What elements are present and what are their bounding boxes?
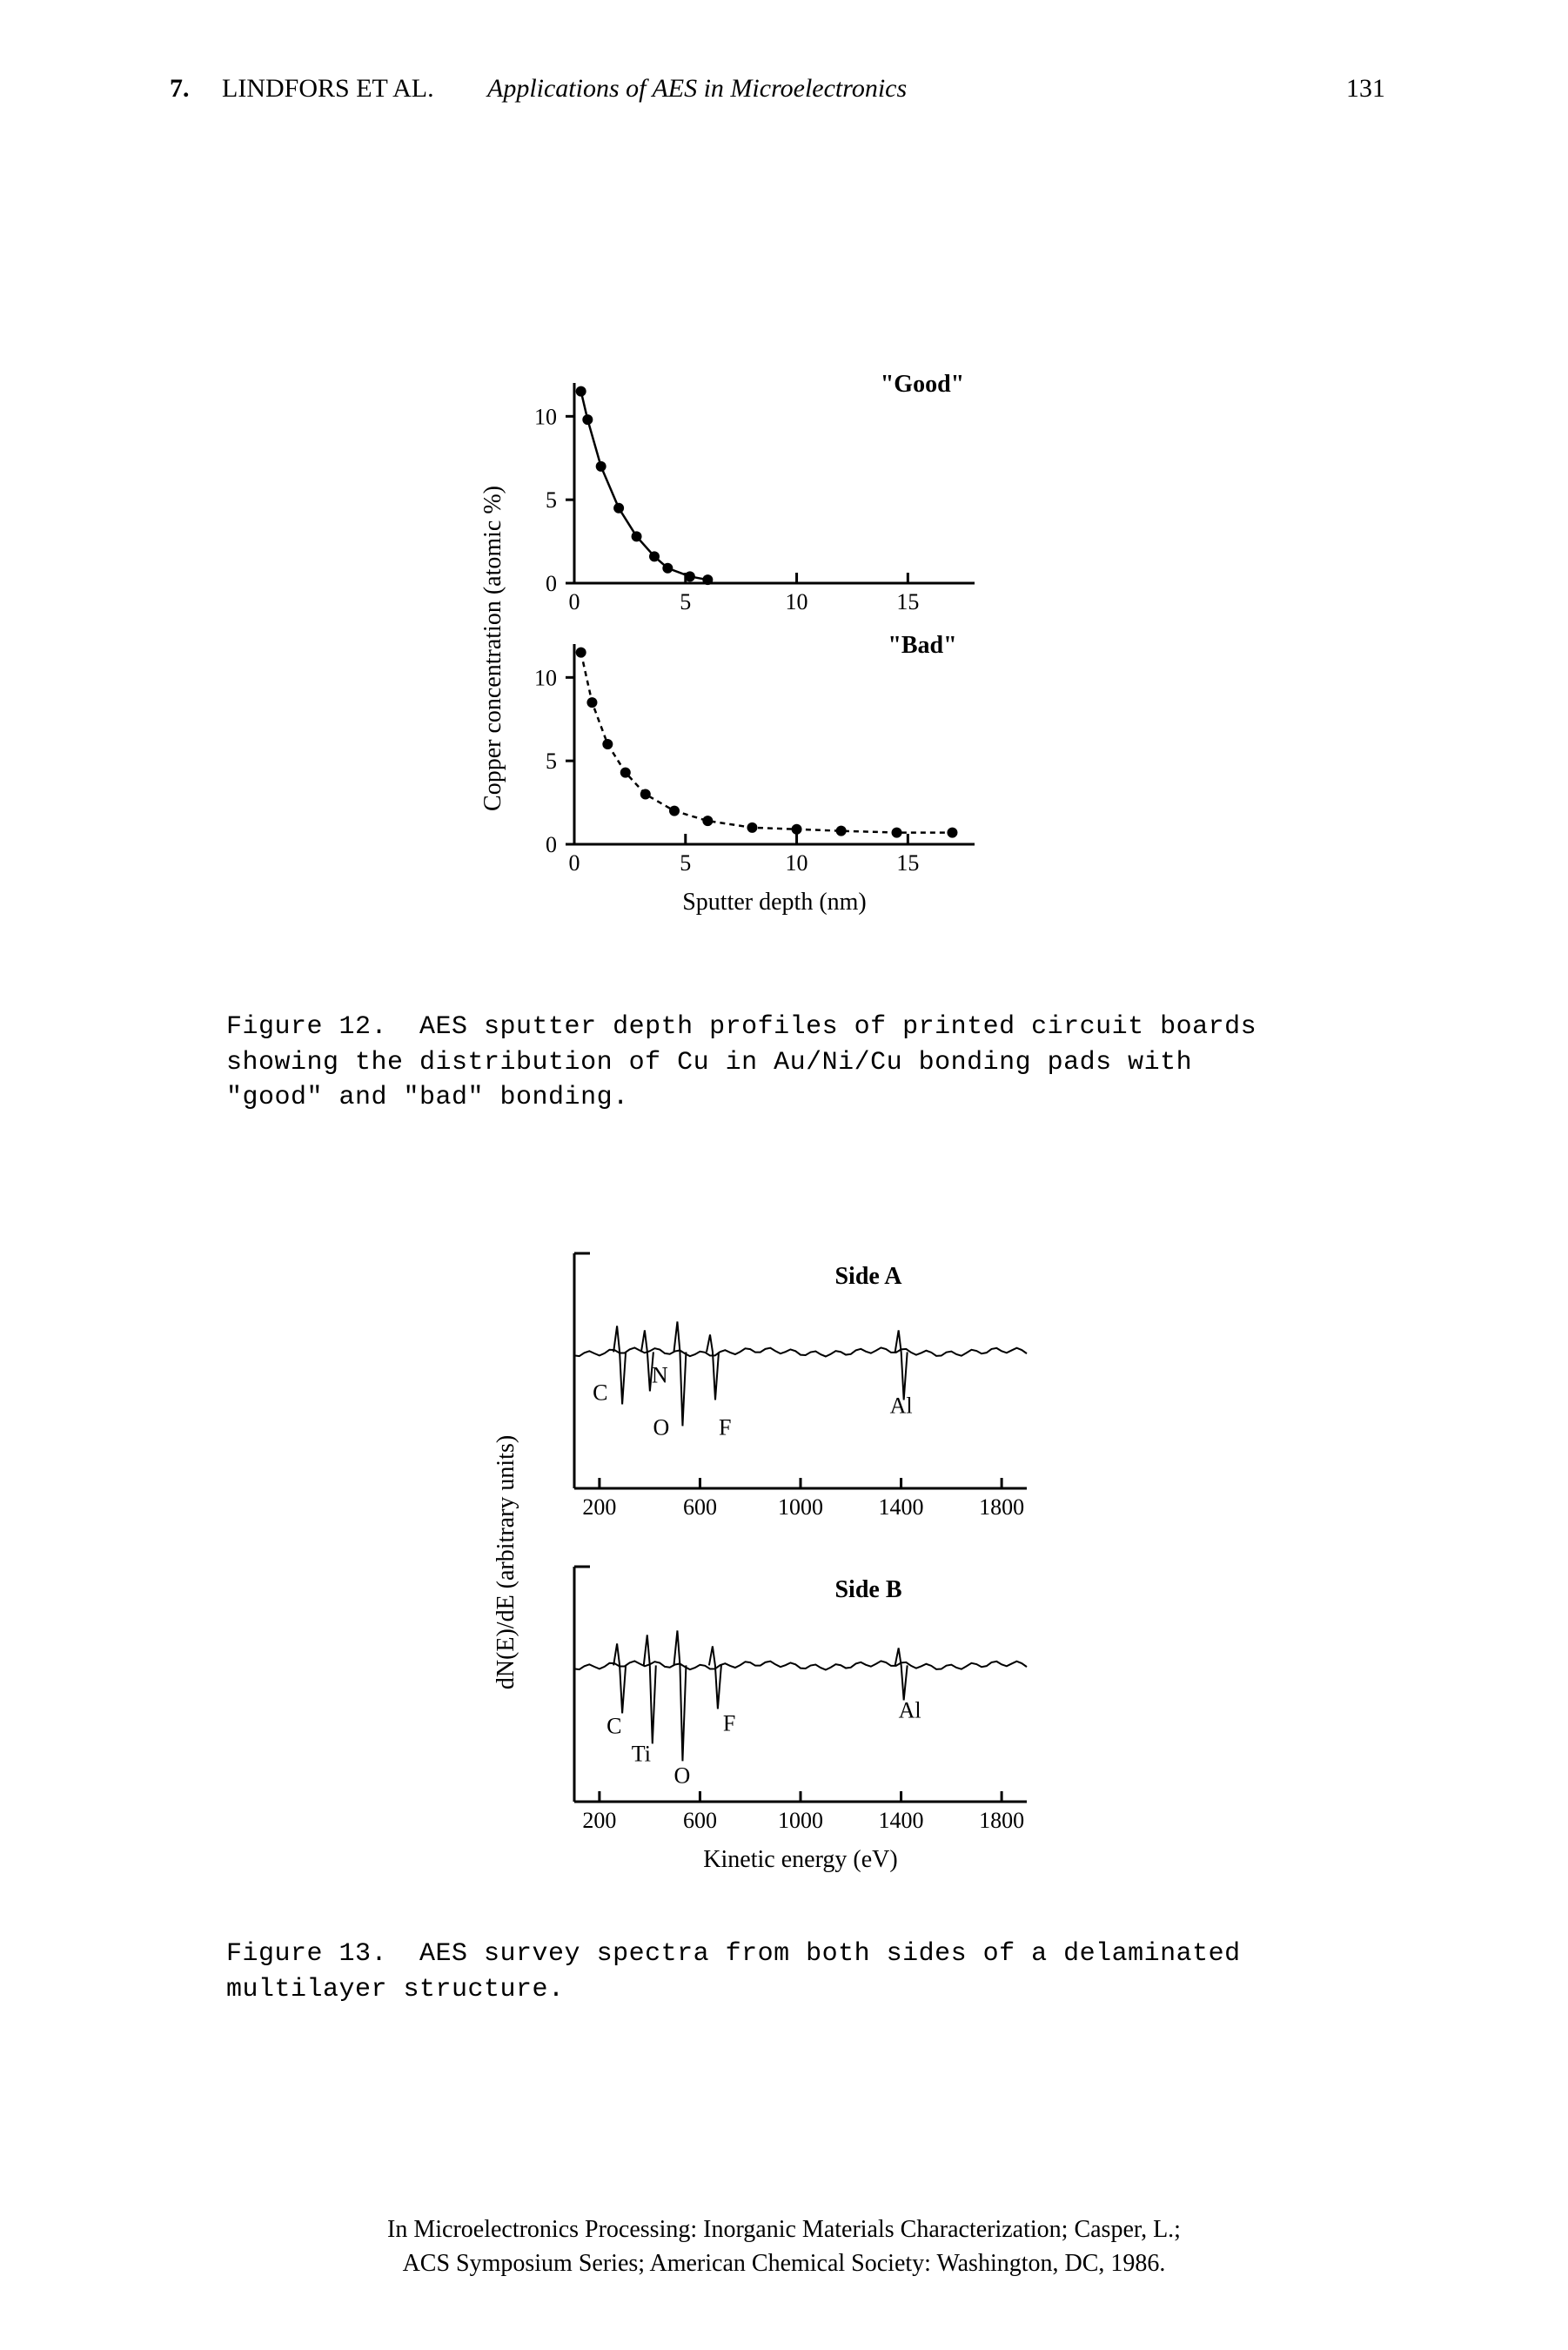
footer: In Microelectronics Processing: Inorgani… [0,2212,1568,2280]
svg-text:600: 600 [683,1494,717,1520]
page-number: 131 [1346,74,1385,104]
svg-text:Ti: Ti [632,1741,651,1766]
footer-line-1: In Microelectronics Processing: Inorgani… [0,2212,1568,2246]
figure-13: 200 600 1000 1400 1800 Side A C N O F Al 200 600 1000… [226,1219,1183,1919]
svg-text:5: 5 [546,487,557,513]
svg-text:O: O [673,1762,690,1788]
svg-text:N: N [652,1362,668,1387]
svg-text:Al: Al [899,1697,921,1722]
svg-text:200: 200 [582,1808,616,1833]
svg-text:200: 200 [582,1494,616,1520]
svg-text:Kinetic energy (eV): Kinetic energy (eV) [703,1846,897,1873]
svg-text:C: C [606,1713,621,1738]
svg-text:0: 0 [546,832,557,857]
svg-text:"Good": "Good" [881,371,964,398]
svg-text:10: 10 [534,404,557,429]
svg-text:Side A: Side A [834,1263,902,1290]
svg-text:1000: 1000 [778,1494,823,1520]
svg-text:0: 0 [569,589,580,614]
svg-text:15: 15 [896,850,919,876]
svg-text:1400: 1400 [879,1808,924,1833]
svg-text:10: 10 [786,850,808,876]
svg-text:F: F [723,1710,735,1736]
svg-text:dN(E)/dE (arbitrary units): dN(E)/dE (arbitrary units) [493,1435,519,1689]
svg-text:5: 5 [680,589,691,614]
svg-text:15: 15 [896,589,919,614]
svg-text:10: 10 [786,589,808,614]
page: 7. LINDFORS ET AL. Applications of AES i… [0,0,1568,2350]
svg-text:0: 0 [546,571,557,596]
svg-text:Copper concentration (atomic %: Copper concentration (atomic %) [479,486,506,811]
svg-text:C: C [593,1380,607,1405]
svg-text:10: 10 [534,665,557,690]
svg-text:600: 600 [683,1808,717,1833]
svg-text:"Bad": "Bad" [888,632,956,659]
figure-12: 0 5 10 0 5 10 15 "Good" 0 5 10 0 5 10 15 "Bad" Copper co… [226,331,1183,988]
svg-text:Sputter depth (nm): Sputter depth (nm) [682,889,867,916]
footer-line-2: ACS Symposium Series; American Chemical … [0,2246,1568,2280]
svg-text:Side B: Side B [834,1576,901,1603]
chapter-title: Applications of AES in Microelectronics [487,74,907,104]
svg-text:Al: Al [890,1393,913,1418]
svg-text:F: F [719,1414,731,1440]
figure-12-caption: Figure 12. AES sputter depth profiles of… [226,1010,1375,1116]
svg-text:O: O [653,1414,669,1440]
figure-13-caption: Figure 13. AES survey spectra from both … [226,1937,1375,2007]
svg-text:1000: 1000 [778,1808,823,1833]
svg-text:5: 5 [546,749,557,774]
svg-text:1400: 1400 [879,1494,924,1520]
chapter-number: 7. [170,74,190,104]
figure-13-svg: 200 600 1000 1400 1800 Side A C N O F Al 200 600 1000… [226,1219,1183,1915]
figure-12-svg: 0 5 10 0 5 10 15 "Good" 0 5 10 0 5 10 15 "Bad" Copper co… [226,331,1183,984]
svg-text:5: 5 [680,850,691,876]
svg-text:1800: 1800 [979,1808,1024,1833]
authors: LINDFORS ET AL. [222,74,434,104]
svg-text:0: 0 [569,850,580,876]
svg-text:1800: 1800 [979,1494,1024,1520]
